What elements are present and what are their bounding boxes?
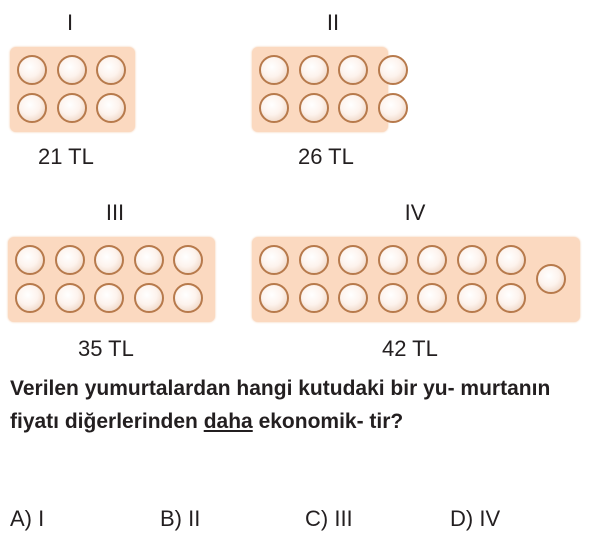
egg [133,283,164,313]
egg [17,93,47,123]
egg [377,283,408,313]
question-part: ekonomik- tir? [252,410,404,433]
carton-label-1: I [66,10,74,35]
egg [377,245,408,275]
egg [17,55,47,85]
question-underlined: daha [203,410,253,433]
carton-label-3: III [105,200,125,225]
egg [377,93,408,123]
egg-carton-1 [10,47,135,132]
egg [259,55,289,85]
option-b[interactable]: B) II [160,506,201,531]
egg [94,245,124,275]
question-text: Verilen yumurtalardan hangi kutudaki bir… [10,372,600,438]
egg [535,264,566,294]
egg [496,245,526,275]
egg [54,283,85,313]
carton-price-2: 26 TL [298,144,354,169]
egg [15,283,45,313]
carton-label-2: II [326,10,340,35]
egg [259,245,289,275]
option-d[interactable]: D) IV [450,506,501,531]
egg [15,245,45,275]
egg [56,55,87,85]
egg [96,93,126,123]
egg [417,283,447,313]
carton-label-4: IV [404,200,426,225]
egg [133,245,164,275]
egg [94,283,124,313]
carton-price-3: 35 TL [78,336,134,361]
egg [338,55,368,85]
egg-carton-3 [8,237,215,322]
option-a[interactable]: A) I [10,506,45,531]
option-c[interactable]: C) III [305,506,353,531]
egg [496,283,526,313]
egg [298,55,329,85]
egg [338,93,368,123]
egg [54,245,85,275]
egg [173,245,203,275]
egg [298,93,329,123]
egg [338,245,368,275]
carton-price-4: 42 TL [382,336,438,361]
egg [456,283,487,313]
egg [338,283,368,313]
egg [259,283,289,313]
egg [456,245,487,275]
egg [298,283,329,313]
egg [298,245,329,275]
carton-price-1: 21 TL [38,144,94,169]
egg-carton-4 [252,237,580,322]
egg [173,283,203,313]
egg [417,245,447,275]
question-part: Verilen yumurtalardan hangi kutudaki bir… [10,377,551,433]
egg [56,93,87,123]
egg [96,55,126,85]
egg [377,55,408,85]
egg-carton-2 [252,47,408,132]
egg [259,93,289,123]
